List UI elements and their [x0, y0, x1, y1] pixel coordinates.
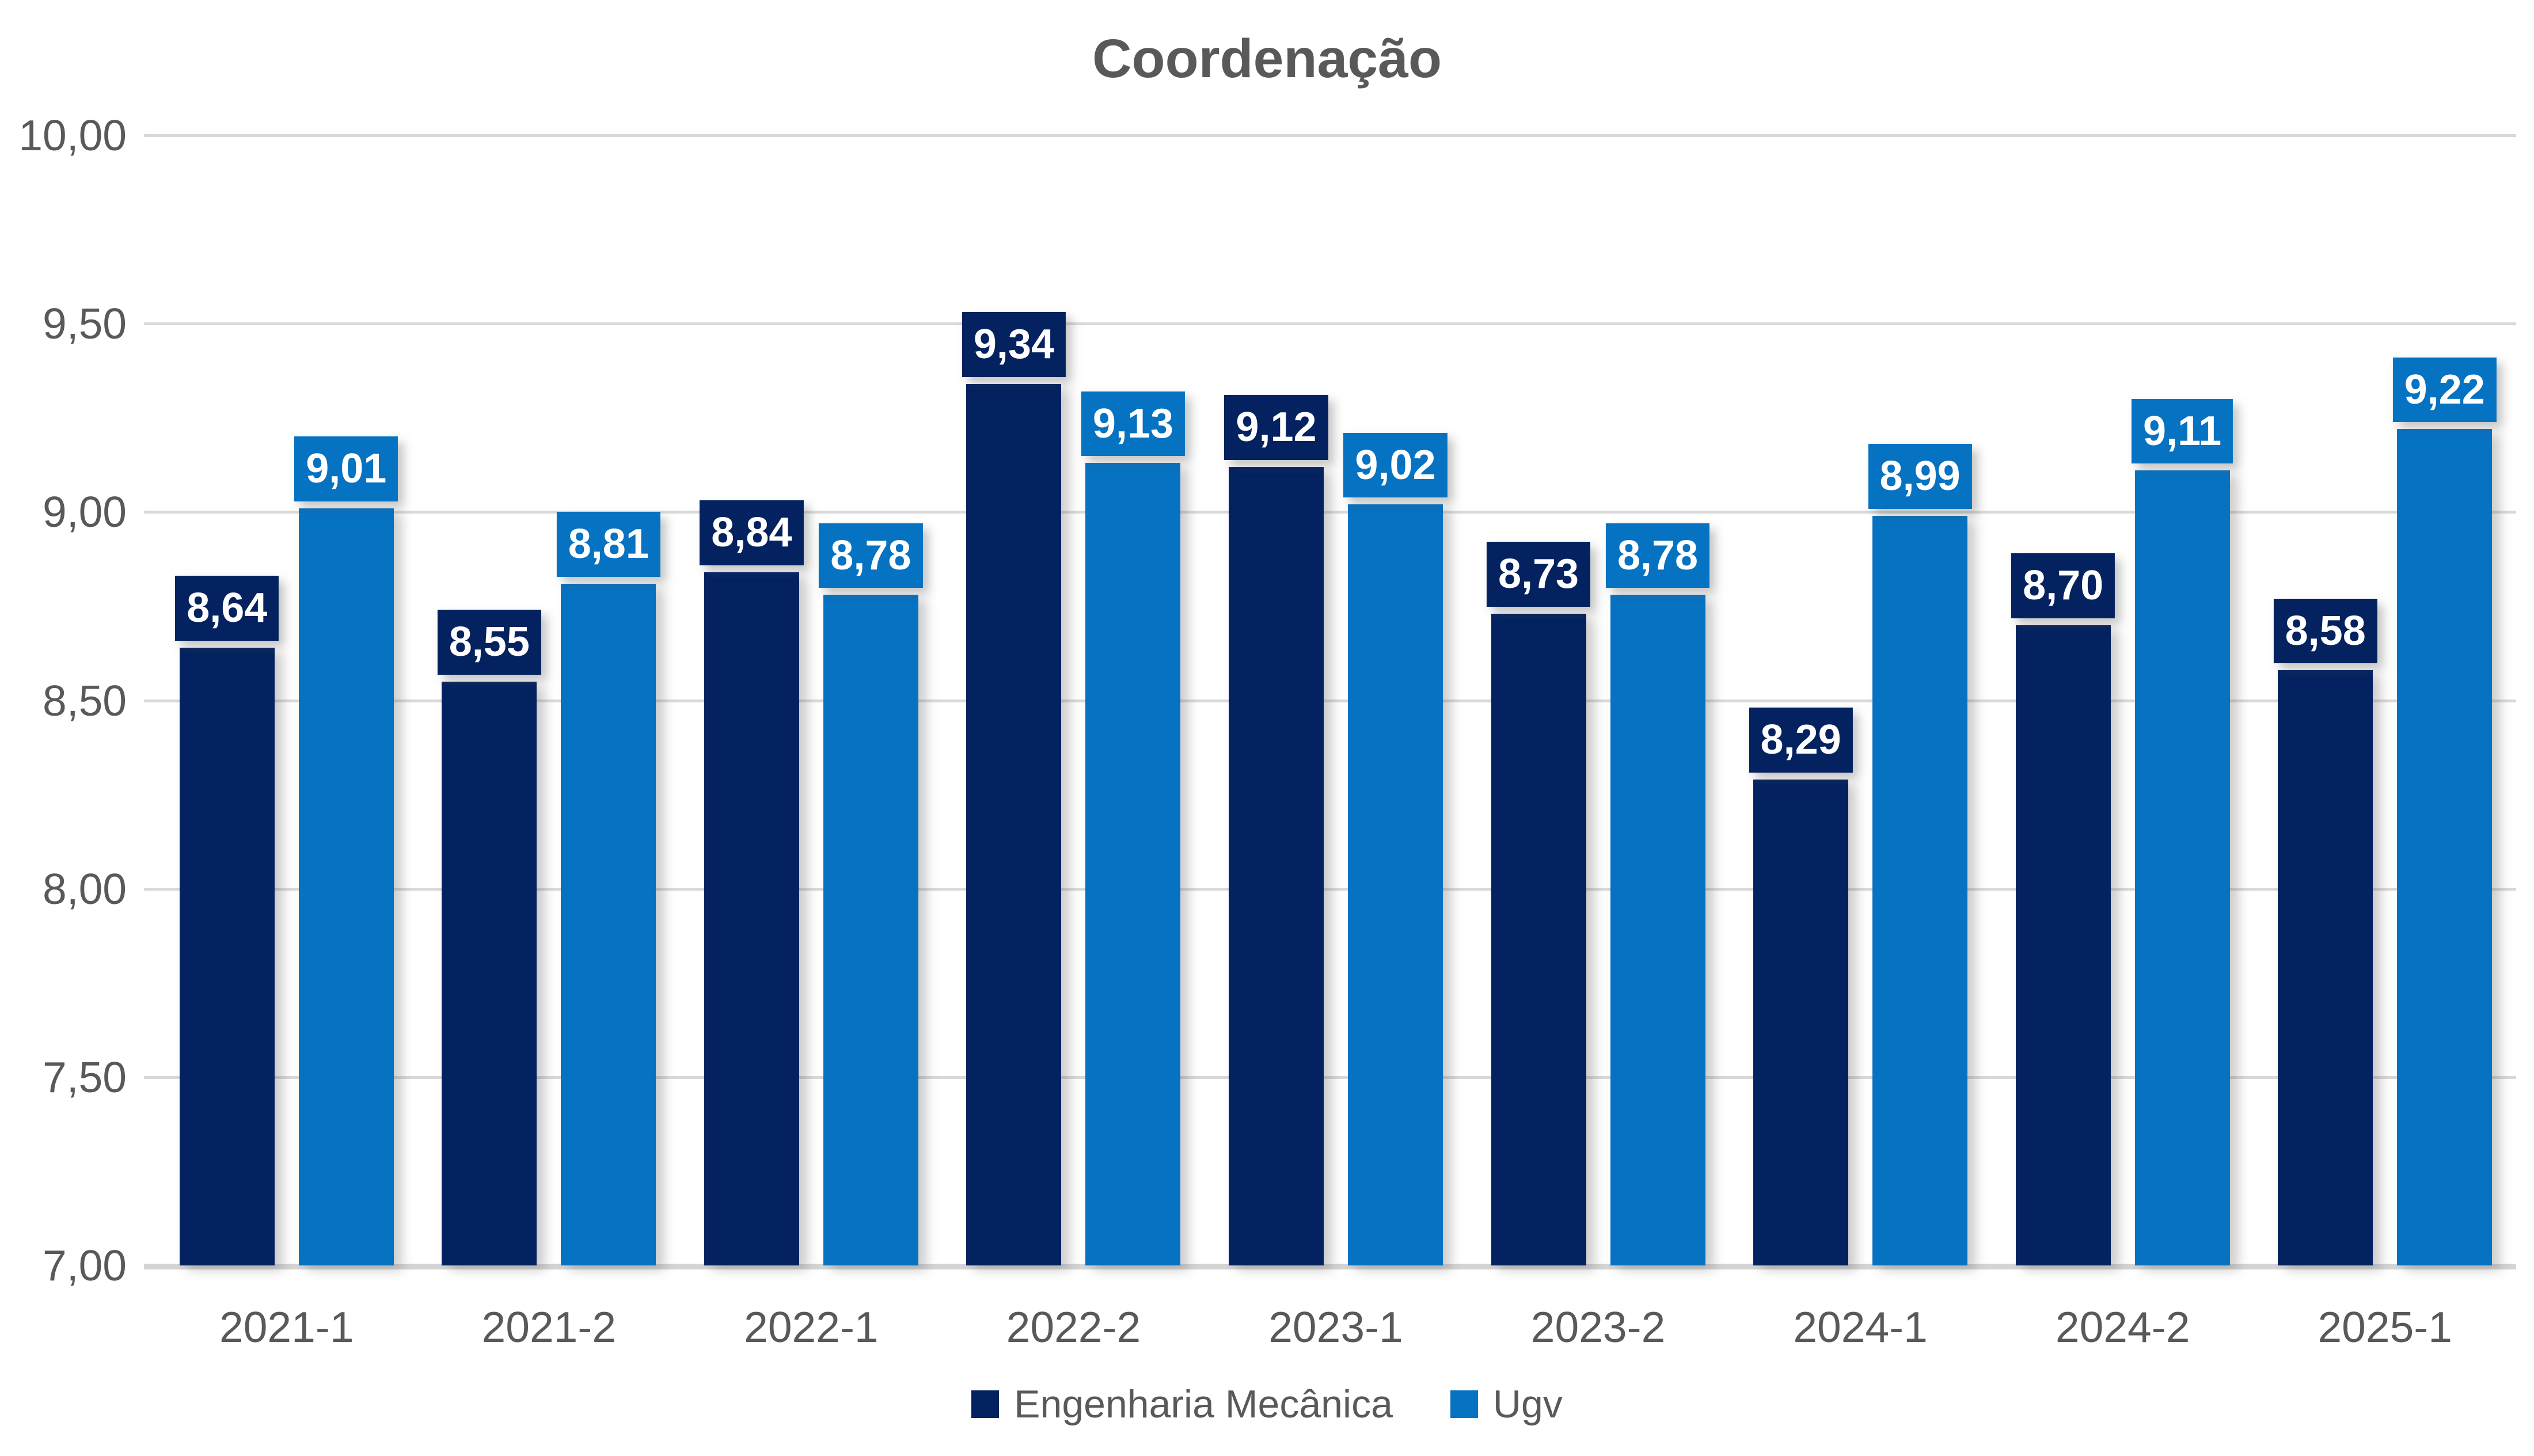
value-label: 8,58 [2273, 598, 2377, 664]
x-tick-label: 2022-2 [1006, 1303, 1141, 1351]
bar-2022-2-engenharia-mecanica: 9,34 [962, 312, 1066, 1265]
y-tick-label: 8,50 [43, 676, 127, 725]
x-tick-label: 2021-2 [481, 1303, 617, 1351]
y-tick-label: 10,00 [18, 111, 127, 159]
value-label: 8,73 [1486, 542, 1591, 607]
value-label: 9,11 [2132, 398, 2233, 464]
y-tick-label: 8,00 [43, 864, 127, 913]
value-label: 8,81 [556, 512, 660, 577]
plot-area: 8,64 9,01 8,55 8,81 8,84 8,78 9,34 9,13 9,12 9,02… [144, 134, 2516, 1269]
bar-2024-2-ugv: 9,11 [2132, 398, 2233, 1265]
bar-2023-1-ugv: 9,02 [1343, 432, 1448, 1265]
bar-group-2021-2: 8,55 8,81 [418, 135, 681, 1265]
bar-2021-1-ugv: 9,01 [294, 436, 398, 1265]
legend-label-ugv: Ugv [1492, 1382, 1563, 1426]
bar-group-2023-1: 9,12 9,02 [1205, 135, 1467, 1265]
bar-group-2024-1: 8,29 8,99 [1729, 135, 1992, 1265]
x-tick-label: 2023-1 [1268, 1303, 1403, 1351]
y-axis: 10,00 9,50 9,00 8,50 8,00 7,50 7,00 [0, 111, 127, 1290]
bar-2022-2-ugv: 9,13 [1081, 391, 1185, 1265]
y-tick-label: 7,50 [43, 1052, 127, 1101]
chart-title: Coordenação [1092, 28, 1442, 89]
gridline [144, 322, 2516, 326]
value-label: 9,01 [294, 436, 398, 501]
x-axis: 2021-1 2021-2 2022-1 2022-2 2023-1 2023-2 2024… [155, 1302, 2516, 1366]
x-tick-label: 2025-1 [2318, 1303, 2452, 1351]
value-label: 9,12 [1224, 395, 1328, 460]
bar-2024-2-engenharia-mecanica: 8,70 [2011, 553, 2115, 1265]
bar-group-2023-2: 8,73 8,78 [1467, 135, 1730, 1265]
value-label: 8,84 [700, 500, 804, 566]
value-label: 9,34 [962, 312, 1066, 377]
x-tick-label: 2024-1 [1793, 1303, 1928, 1351]
bar-2024-1-ugv: 8,99 [1868, 444, 1972, 1265]
bar-2021-2-engenharia-mecanica: 8,55 [437, 610, 541, 1265]
bar-group-2021-1: 8,64 9,01 [155, 135, 418, 1265]
legend-swatch-ugv [1450, 1390, 1478, 1418]
legend-label-engenharia-mecanica: Engenharia Mecânica [1014, 1382, 1393, 1426]
legend-item-engenharia-mecanica: Engenharia Mecânica [971, 1382, 1393, 1427]
x-tick-label: 2021-1 [219, 1303, 354, 1351]
bar-2023-2-engenharia-mecanica: 8,73 [1486, 542, 1591, 1265]
value-label: 9,22 [2392, 357, 2497, 423]
bar-2023-2-ugv: 8,78 [1605, 523, 1710, 1265]
y-tick-label: 7,00 [43, 1241, 127, 1290]
bar-2022-1-ugv: 8,78 [819, 523, 923, 1265]
y-tick-label: 9,50 [43, 299, 127, 348]
value-label: 8,78 [1605, 523, 1710, 588]
legend: Engenharia Mecânica Ugv [0, 1382, 2534, 1427]
bar-2022-1-engenharia-mecanica: 8,84 [700, 500, 804, 1265]
bar-group-2022-1: 8,84 8,78 [680, 135, 943, 1265]
value-label: 9,02 [1343, 432, 1448, 498]
bar-2023-1-engenharia-mecanica: 9,12 [1224, 395, 1328, 1265]
x-tick-label: 2024-2 [2055, 1303, 2190, 1351]
gridline [144, 1075, 2516, 1079]
legend-item-ugv: Ugv [1450, 1382, 1563, 1427]
legend-swatch-engenharia-mecanica [971, 1390, 1000, 1418]
bar-group-2025-1: 8,58 9,22 [2254, 135, 2516, 1265]
gridline [144, 134, 2516, 137]
x-axis-line [144, 1264, 2516, 1269]
value-label: 8,70 [2011, 553, 2115, 618]
gridline [144, 699, 2516, 702]
x-tick-label: 2022-1 [744, 1303, 879, 1351]
gridline [144, 887, 2516, 891]
bar-group-2024-2: 8,70 9,11 [1992, 135, 2254, 1265]
value-label: 8,99 [1868, 444, 1972, 509]
value-label: 8,64 [175, 576, 279, 641]
gridline [144, 511, 2516, 514]
value-label: 8,78 [819, 523, 923, 588]
bar-2025-1-engenharia-mecanica: 8,58 [2273, 598, 2377, 1265]
bar-group-2022-2: 9,34 9,13 [943, 135, 1205, 1265]
value-label: 9,13 [1081, 391, 1185, 457]
value-label: 8,29 [1749, 708, 1853, 773]
value-label: 8,55 [437, 610, 541, 675]
bar-2025-1-ugv: 9,22 [2392, 357, 2497, 1265]
x-tick-label: 2023-2 [1530, 1303, 1666, 1351]
bar-2021-1-engenharia-mecanica: 8,64 [175, 576, 279, 1265]
bar-2024-1-engenharia-mecanica: 8,29 [1749, 708, 1853, 1265]
y-tick-label: 9,00 [43, 488, 127, 537]
bar-2021-2-ugv: 8,81 [556, 512, 660, 1265]
